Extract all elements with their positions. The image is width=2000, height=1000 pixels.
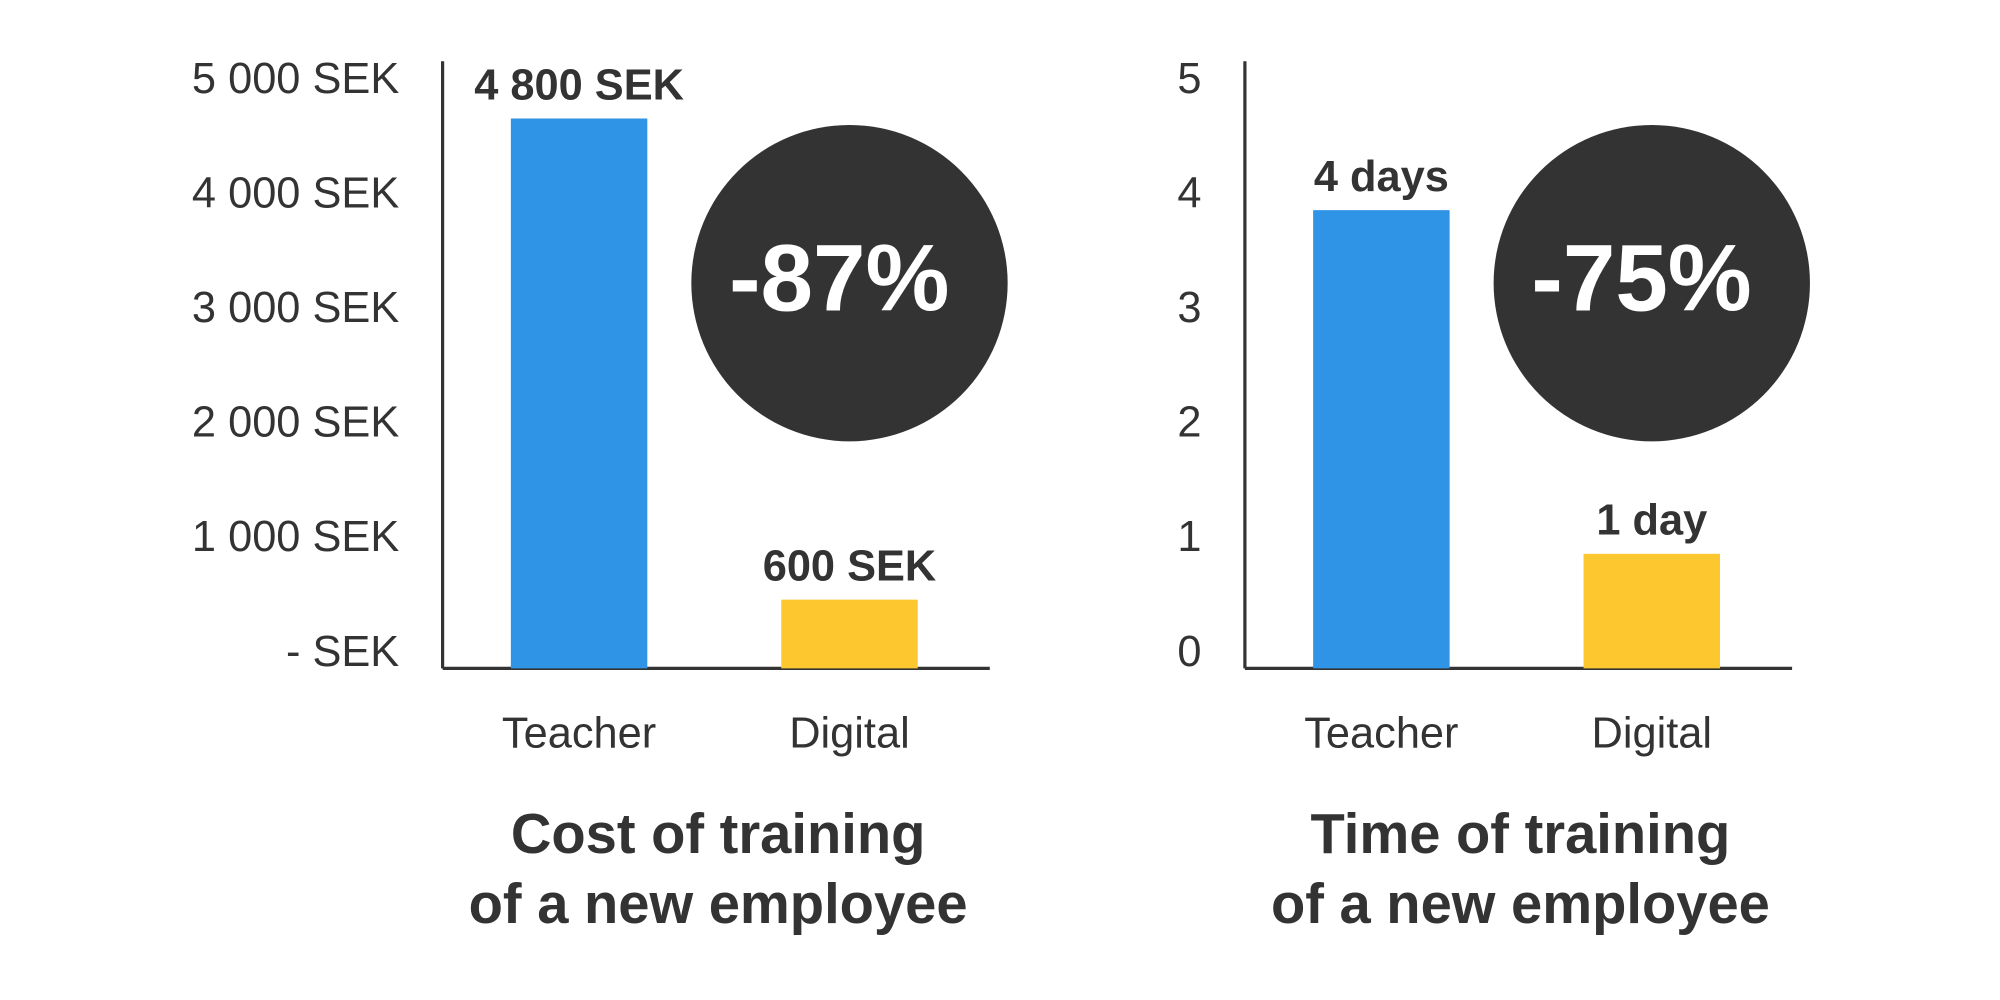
chart-title: Time of training (1311, 802, 1731, 865)
bar (510, 118, 648, 669)
badge-circle (1493, 125, 1810, 442)
y-tick-label: 3 (1177, 284, 1201, 332)
value-label: 600 SEK (763, 542, 937, 590)
x-tick-label: Teacher (1304, 709, 1458, 757)
y-tick-label: 1 000 SEK (192, 513, 399, 561)
y-tick-label: 2 (1177, 399, 1201, 447)
annotation: -87% (729, 227, 949, 332)
value-label: 4 800 SEK (474, 61, 684, 109)
y-tick-label: 4 (1177, 170, 1201, 218)
y-tick-label: 5 000 SEK (192, 55, 399, 103)
y-tick-label: 5 (1177, 55, 1201, 103)
x-tick-label: Digital (789, 709, 910, 757)
y-tick-label: 1 (1177, 513, 1201, 561)
chart-title: Cost of training (511, 802, 926, 865)
y-tick-label: - SEK (286, 628, 399, 676)
annotation: -75% (1531, 227, 1751, 332)
x-tick-label: Digital (1592, 709, 1713, 757)
value-label: 1 day (1596, 497, 1707, 545)
value-label: 4 days (1314, 153, 1449, 201)
x-tick-label: Teacher (502, 709, 656, 757)
bar (1583, 553, 1721, 669)
badge-circle (691, 125, 1008, 442)
bar (781, 599, 918, 669)
chart-title: of a new employee (469, 872, 968, 935)
y-tick-label: 0 (1177, 628, 1201, 676)
y-tick-label: 4 000 SEK (192, 170, 399, 218)
y-tick-label: 3 000 SEK (192, 284, 399, 332)
bar (1313, 210, 1450, 669)
chart-title: of a new employee (1271, 872, 1770, 935)
y-tick-label: 2 000 SEK (192, 399, 399, 447)
